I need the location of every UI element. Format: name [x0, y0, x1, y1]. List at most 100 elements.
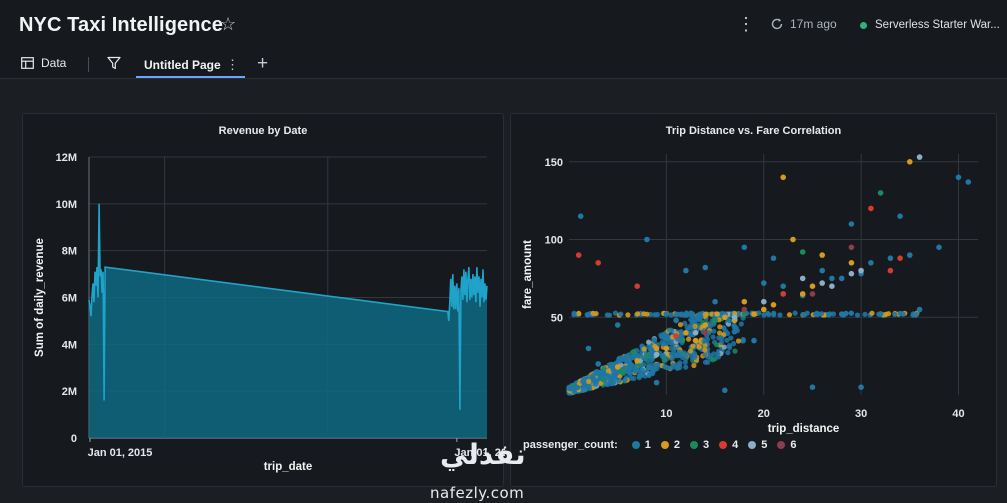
scatter-point — [630, 367, 636, 373]
scatter-point — [838, 311, 845, 317]
tab-untitled-page[interactable]: Untitled Page — [136, 52, 245, 78]
legend-item[interactable]: 3 — [690, 439, 709, 451]
scatter-point — [644, 353, 650, 359]
legend-label: 3 — [703, 439, 710, 451]
scatter-point — [813, 311, 819, 317]
distance-fare-scatter-chart[interactable]: 50 100 150 10 20 30 40 trip_distance fare_amount — [511, 114, 998, 488]
scatter-point — [727, 345, 733, 351]
scatter-point — [722, 314, 728, 321]
scatter-point — [708, 353, 714, 359]
scatter-point — [780, 283, 786, 289]
scatter-point — [780, 291, 786, 297]
warehouse-selector[interactable]: Serverless Starter War... — [860, 19, 1000, 31]
scatter-point — [838, 275, 845, 282]
scatter-point — [662, 364, 668, 370]
scatter-point — [819, 252, 825, 258]
scatter-point — [714, 342, 720, 348]
x-axis-label: trip_date — [264, 461, 313, 473]
scatter-point — [854, 312, 861, 318]
chart-title: Revenue by Date — [218, 125, 308, 137]
star-icon[interactable]: ☆ — [220, 14, 237, 34]
filter-button[interactable] — [107, 56, 121, 75]
scatter-point — [624, 353, 631, 359]
scatter-point — [650, 366, 656, 372]
scatter-point — [691, 362, 697, 369]
scatter-point — [702, 311, 708, 317]
scatter-point — [571, 310, 577, 316]
scatter-point — [751, 311, 757, 317]
scatter-point — [622, 376, 628, 383]
scatter-point — [712, 298, 718, 305]
tab-data-label: Data — [41, 56, 67, 70]
scatter-point — [690, 343, 696, 349]
scatter-point — [701, 338, 707, 344]
scatter-point — [735, 310, 742, 317]
scatter-point — [678, 312, 684, 318]
scatter-point — [722, 328, 728, 334]
refresh-button[interactable]: 17m ago — [770, 17, 837, 31]
scatter-point — [645, 358, 651, 364]
scatter-point — [586, 378, 592, 384]
scatter-point — [712, 317, 718, 324]
scatter-point — [663, 311, 670, 317]
scatter-point — [885, 311, 892, 317]
scatter-point — [819, 280, 825, 286]
scatter-point — [862, 311, 868, 317]
tab-data[interactable]: Data — [21, 56, 66, 70]
y-tick-label: 50 — [551, 312, 563, 324]
legend-item[interactable]: 6 — [777, 439, 797, 451]
scatter-point — [868, 260, 874, 266]
scatter-point — [741, 311, 748, 317]
area-fill — [89, 203, 487, 438]
y-tick-label: 150 — [545, 157, 563, 169]
scatter-point — [620, 368, 626, 374]
scatter-point — [717, 324, 723, 330]
scatter-point — [653, 351, 660, 358]
legend-label: 1 — [644, 439, 651, 451]
scatter-point — [829, 283, 835, 289]
scatter-point — [667, 327, 673, 333]
revenue-chart-card: Revenue by Date 0 2M 4M 6M 8M 10M 12M Jan 01, 2… — [22, 113, 505, 488]
scatter-point — [848, 244, 855, 251]
legend-item[interactable]: 4 — [719, 439, 738, 451]
add-icon[interactable]: + — [257, 53, 269, 74]
tab-kebab-icon[interactable]: ⋮ — [226, 57, 239, 72]
scatter-point — [692, 323, 698, 329]
scatter-point — [780, 174, 786, 181]
scatter-point — [740, 336, 746, 343]
scatter-point — [728, 335, 734, 341]
legend-label: 6 — [790, 439, 797, 451]
scatter-point — [721, 344, 727, 350]
scatter-point — [714, 311, 720, 317]
kebab-menu-icon[interactable]: ⋮ — [737, 14, 755, 34]
scatter-point — [689, 319, 695, 325]
scatter-point — [715, 351, 721, 357]
scatter-point — [603, 381, 609, 387]
scatter-point — [761, 312, 767, 318]
legend-item[interactable]: 5 — [748, 439, 767, 451]
scatter-point — [692, 337, 699, 344]
chart-legend: passenger_count: 1 2 3 4 5 6 — [523, 439, 797, 451]
scatter-point — [877, 190, 884, 196]
scatter-point — [581, 387, 587, 393]
tab-page-label: Untitled Page — [144, 58, 221, 72]
legend-item[interactable]: 2 — [660, 439, 680, 451]
revenue-area-chart[interactable]: 0 2M 4M 6M 8M 10M 12M Jan 01, 2015 Jan 01, 2016 t… — [23, 114, 505, 488]
scatter-point — [710, 334, 716, 340]
scatter-point — [809, 291, 816, 297]
scatter-point — [710, 357, 716, 363]
y-axis-label: fare_amount — [522, 240, 534, 309]
scatter-point — [786, 312, 793, 318]
scatter-point — [638, 362, 644, 368]
scatter-point — [848, 270, 855, 277]
scatter-point — [673, 317, 679, 324]
legend-item[interactable]: 1 — [631, 439, 651, 451]
scatter-point — [848, 260, 855, 266]
x-tick-label: 30 — [855, 408, 867, 420]
scatter-point — [692, 330, 699, 336]
scatter-point — [731, 329, 737, 335]
scatter-point — [677, 322, 684, 328]
scatter-point — [595, 260, 601, 266]
scatter-point — [936, 244, 942, 251]
scatter-point — [809, 283, 816, 289]
